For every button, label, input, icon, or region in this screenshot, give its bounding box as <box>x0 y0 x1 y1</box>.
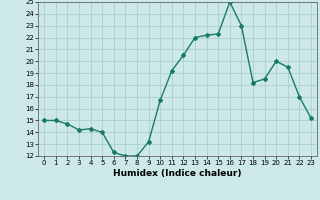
X-axis label: Humidex (Indice chaleur): Humidex (Indice chaleur) <box>113 169 242 178</box>
